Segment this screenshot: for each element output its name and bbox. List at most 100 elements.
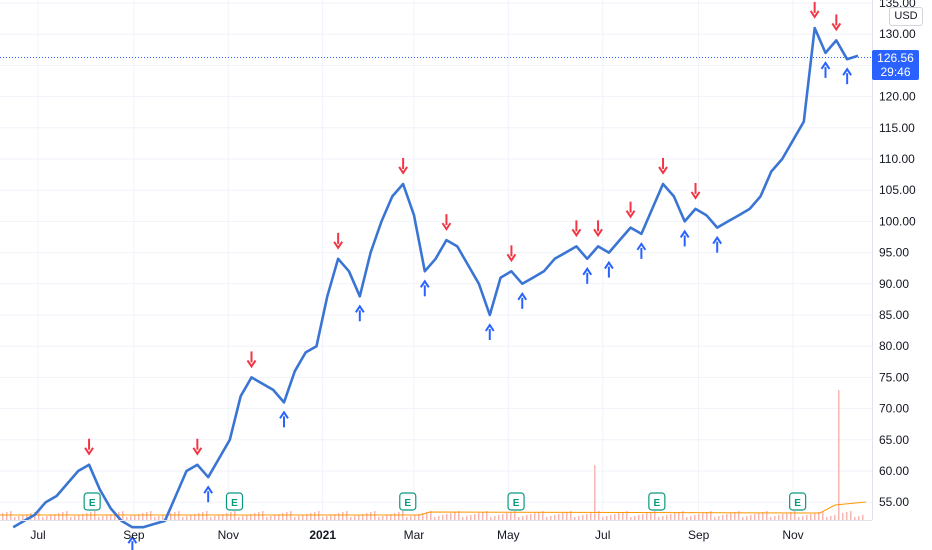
last-price-tag: 126.56 29:46 <box>872 50 919 80</box>
volume-bar <box>706 512 708 520</box>
volume-bar <box>6 512 8 520</box>
volume-bar <box>578 516 580 520</box>
volume-bar <box>430 511 432 520</box>
volume-bar <box>602 517 604 520</box>
volume-bar <box>22 515 24 520</box>
time-axis[interactable]: Jul Sep Nov 2021 Mar May Jul Sep Nov <box>30 528 803 542</box>
earnings-marker[interactable]: E <box>225 492 244 511</box>
volume-bar <box>298 516 300 520</box>
volume-bar <box>666 515 668 520</box>
volume-bar <box>546 517 548 520</box>
volume-bar <box>186 516 188 520</box>
volume-bar <box>594 465 596 520</box>
volume-bar <box>662 516 664 520</box>
volume-bar <box>854 517 856 520</box>
x-tick-label: Jul <box>30 528 45 542</box>
volume-bar <box>838 390 840 520</box>
volume-bar <box>674 513 676 520</box>
volume-bar <box>714 517 716 520</box>
volume-bar <box>294 517 296 520</box>
volume-bar <box>254 513 256 520</box>
volume-bar <box>146 512 148 520</box>
buy-signal-arrow <box>842 67 852 85</box>
volume-bar <box>446 514 448 520</box>
volume-bar <box>86 513 88 520</box>
sell-signal-arrow <box>192 438 203 456</box>
sell-signal-arrow <box>506 245 517 263</box>
volume-bar <box>62 512 64 520</box>
volume-bar <box>482 512 484 520</box>
volume-bar <box>542 511 544 520</box>
volume-bar <box>110 514 112 520</box>
volume-bar <box>354 516 356 520</box>
buy-signal-arrow <box>203 485 214 503</box>
earnings-marker[interactable]: E <box>648 492 666 511</box>
volume-bar <box>646 513 648 520</box>
volume-bar <box>634 516 636 520</box>
volume-bar <box>694 515 696 520</box>
currency-badge[interactable]: USD <box>889 7 923 26</box>
volume-bar <box>494 516 496 520</box>
volume-bar <box>274 515 276 520</box>
volume-bar <box>786 513 788 520</box>
volume-bar <box>538 512 540 520</box>
volume-bar <box>450 513 452 520</box>
volume-bar <box>242 516 244 520</box>
y-tick-label: 135.00 <box>879 0 916 10</box>
earnings-marker[interactable]: E <box>399 492 417 511</box>
volume-bar <box>554 515 556 520</box>
volume-bar <box>202 512 204 520</box>
x-tick-label: Nov <box>218 528 239 542</box>
volume-bar <box>334 514 336 520</box>
volume-bar <box>638 515 640 520</box>
y-tick-label: 110.00 <box>879 152 915 166</box>
sell-signal-arrow <box>398 157 408 175</box>
earnings-marker[interactable]: E <box>507 492 525 511</box>
volume-bar <box>342 512 344 520</box>
volume-bar <box>514 511 516 520</box>
volume-bar <box>398 512 400 520</box>
volume-bar <box>466 516 468 520</box>
earnings-label: E <box>89 498 96 509</box>
volume-bar <box>106 515 108 520</box>
chart-grid <box>0 0 872 520</box>
earnings-marker[interactable]: E <box>789 492 807 511</box>
volume-bar <box>830 516 832 520</box>
buy-signal-arrow <box>604 260 614 278</box>
volume-bar <box>278 514 280 520</box>
volume-bar <box>198 513 200 520</box>
volume-bar <box>654 511 656 520</box>
volume-bar <box>522 516 524 520</box>
earnings-marker[interactable]: E <box>83 492 101 511</box>
y-tick-label: 90.00 <box>879 277 909 291</box>
volume-bar <box>718 516 720 520</box>
volume-bar <box>358 515 360 520</box>
volume-bar <box>670 514 672 520</box>
volume-bar <box>682 511 684 520</box>
y-tick-label: 95.00 <box>879 246 909 260</box>
volume-bar <box>818 512 820 520</box>
volume-bar <box>394 513 396 520</box>
volume-bar <box>114 513 116 520</box>
volume-bar <box>90 512 92 520</box>
volume-bar <box>698 514 700 520</box>
volume-bar <box>734 512 736 520</box>
volume-bar <box>282 513 284 520</box>
y-tick-label: 60.00 <box>879 464 909 478</box>
volume-bar <box>678 512 680 520</box>
volume-bar <box>474 514 476 520</box>
volume-bar <box>306 514 308 520</box>
volume-bar <box>470 515 472 520</box>
volume-bar <box>386 515 388 520</box>
volume-bar <box>390 514 392 520</box>
volume-bar <box>502 514 504 520</box>
volume-bar <box>834 515 836 520</box>
volume-bar <box>626 511 628 520</box>
volume-bar <box>686 517 688 520</box>
volume-bar <box>158 516 160 520</box>
volume-bar <box>498 515 500 520</box>
bar-countdown: 29:46 <box>880 65 911 79</box>
volume-bar <box>330 515 332 520</box>
volume-bar <box>510 512 512 520</box>
